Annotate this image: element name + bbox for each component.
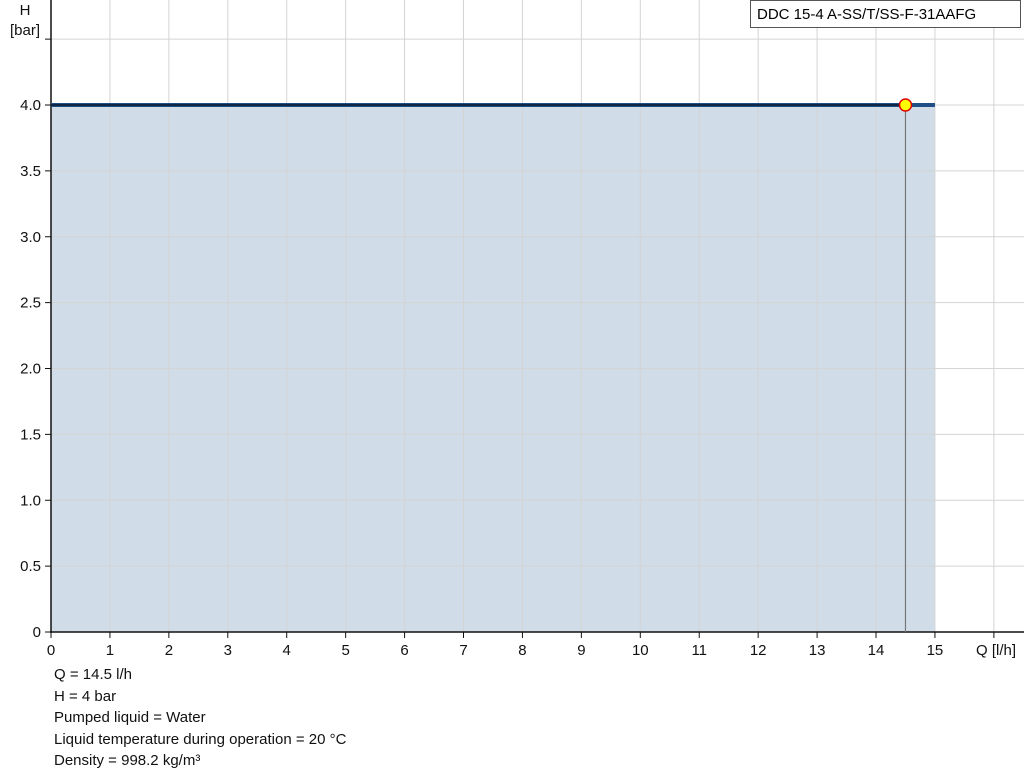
x-tick-label: 10 (632, 642, 649, 659)
info-head: H = 4 bar (54, 687, 117, 705)
y-tick-label: 1.5 (20, 426, 41, 443)
x-axis-label: Q [l/h] (976, 642, 1016, 659)
operating-point-marker (898, 98, 913, 112)
x-tick-label: 1 (106, 642, 114, 659)
x-tick-label: 7 (459, 642, 467, 659)
info-temperature: Liquid temperature during operation = 20… (54, 730, 347, 748)
legend-product-name: DDC 15-4 A-SS/T/SS-F-31AAFG (750, 0, 1021, 28)
x-tick-label: 8 (518, 642, 526, 659)
y-tick-label: 2.5 (20, 295, 41, 312)
x-tick-label: 15 (927, 642, 944, 659)
x-tick-label: 9 (577, 642, 585, 659)
y-tick-label: 3.5 (20, 163, 41, 180)
x-tick-label: 0 (47, 642, 55, 659)
x-tick-label: 2 (165, 642, 173, 659)
y-axis-label-unit: [bar] (10, 22, 40, 39)
info-flow: Q = 14.5 l/h (54, 666, 132, 683)
y-tick-label: 1.0 (20, 492, 41, 509)
x-tick-label: 12 (750, 642, 767, 659)
x-tick-label: 11 (691, 642, 707, 659)
x-tick-label: 4 (283, 642, 291, 659)
x-tick-label: 6 (400, 642, 408, 659)
y-tick-label: 2.0 (20, 361, 41, 378)
y-tick-label: 3.0 (20, 229, 41, 246)
y-tick-label: 0.5 (20, 558, 41, 575)
x-tick-label: 5 (341, 642, 349, 659)
info-block: Q = 14.5 l/h H = 4 bar Pumped liquid = W… (54, 664, 346, 772)
y-tick-label: 4.0 (20, 97, 41, 114)
x-tick-label: 14 (868, 642, 885, 659)
x-tick-label: 3 (224, 642, 232, 659)
x-tick-label: 13 (809, 642, 826, 659)
info-liquid: Pumped liquid = Water (54, 709, 206, 726)
y-axis-label-name: H (20, 2, 31, 19)
info-density: Density = 998.2 kg/m³ (54, 752, 201, 769)
y-tick-label: 0 (33, 624, 41, 641)
